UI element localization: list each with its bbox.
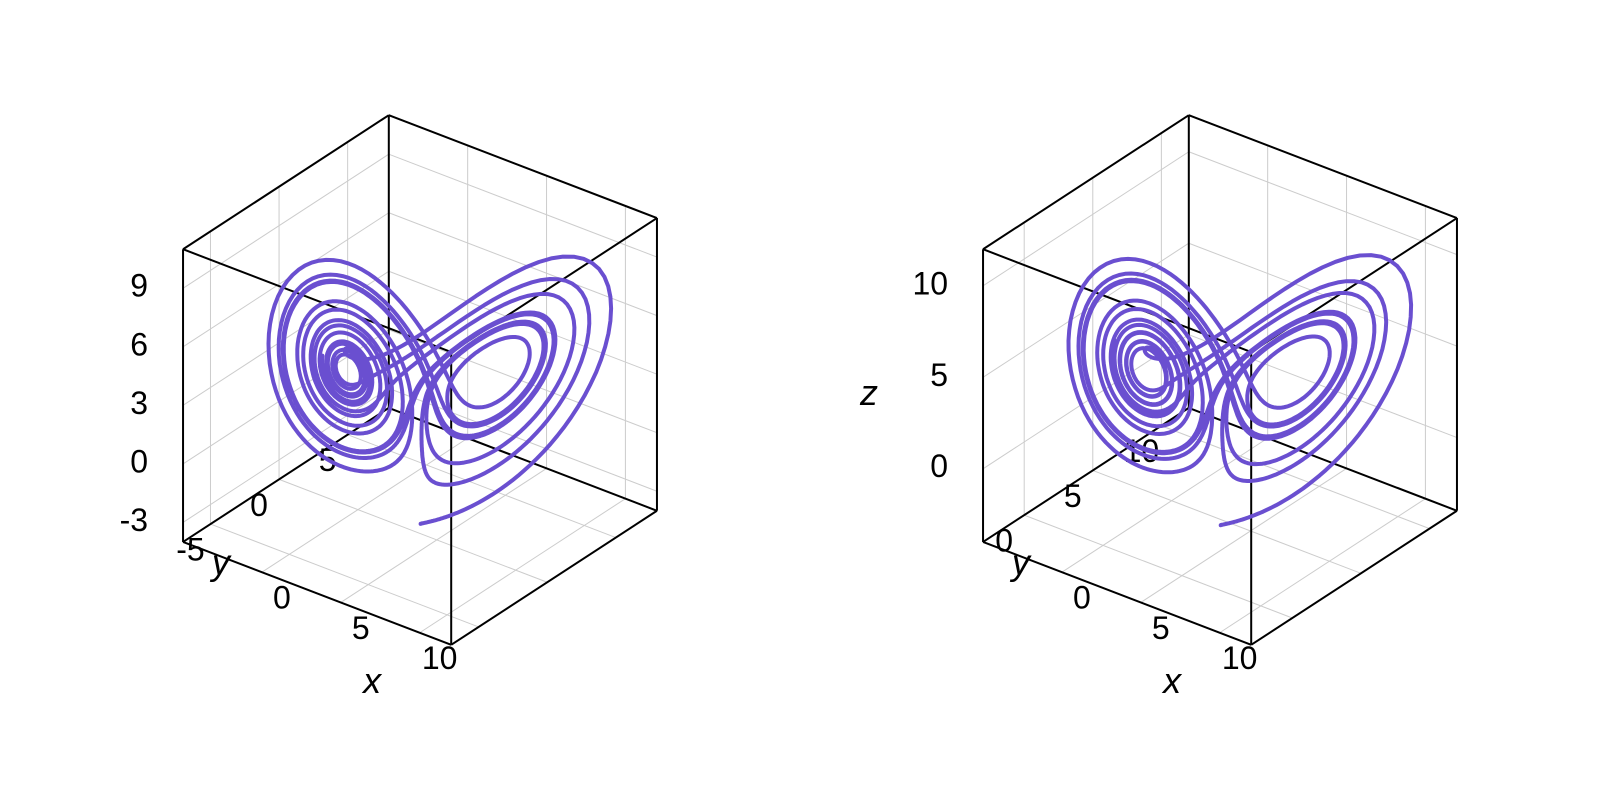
z-tick-label: 9 [130, 268, 148, 304]
figure: 0510-505-30369xy 051005100510xyz [0, 0, 1600, 800]
left-3d-axes: 0510-505-30369xy [0, 0, 800, 800]
trajectory-line [1069, 255, 1412, 525]
y-axis-label: y [209, 541, 232, 582]
y-tick-label: 0 [250, 487, 268, 523]
z-tick-label: -3 [120, 502, 148, 538]
z-tick-label: 5 [930, 357, 948, 393]
x-tick-label: 10 [1222, 640, 1258, 676]
left-panel: 0510-505-30369xy [0, 0, 800, 800]
x-tick-label: 5 [1152, 610, 1170, 646]
right-panel: 051005100510xyz [800, 0, 1600, 800]
x-tick-label: 10 [422, 640, 458, 676]
right-3d-axes: 051005100510xyz [800, 0, 1600, 800]
x-axis-label: x [361, 660, 383, 701]
z-axis-label: z [859, 372, 878, 413]
y-tick-label: 0 [995, 523, 1013, 559]
z-tick-label: 0 [130, 443, 148, 479]
z-tick-label: 3 [130, 385, 148, 421]
y-tick-label: 5 [1064, 478, 1082, 514]
z-tick-label: 0 [930, 448, 948, 484]
trajectory-line [269, 257, 612, 524]
z-tick-label: 6 [130, 326, 148, 362]
x-tick-label: 5 [352, 610, 370, 646]
y-axis-label: y [1009, 541, 1032, 582]
y-tick-label: -5 [176, 532, 204, 568]
x-axis-label: x [1161, 660, 1183, 701]
x-tick-label: 0 [1073, 580, 1091, 616]
z-tick-label: 10 [912, 265, 948, 301]
x-tick-label: 0 [273, 580, 291, 616]
